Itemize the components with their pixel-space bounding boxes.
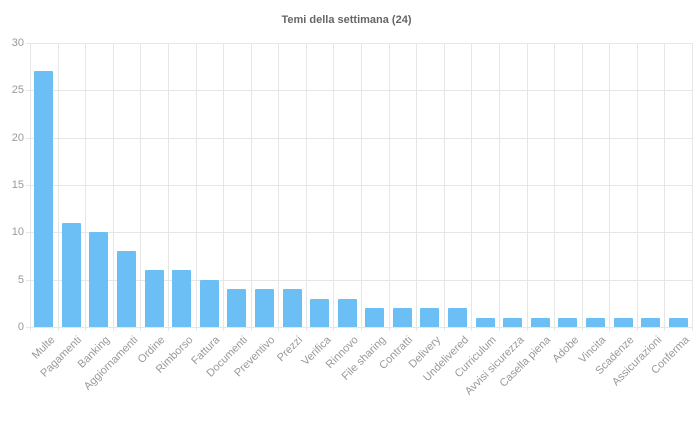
bar-multe: [34, 71, 53, 327]
bar-avvisi-sicurezza: [503, 318, 522, 327]
gridline-vertical: [554, 43, 555, 331]
gridline-vertical: [223, 43, 224, 331]
bar-ordine: [145, 270, 164, 327]
gridline-vertical: [361, 43, 362, 331]
gridline-vertical: [582, 43, 583, 331]
bar-conferma: [669, 318, 688, 327]
bar-file-sharing: [365, 308, 384, 327]
gridline-horizontal: [26, 43, 692, 44]
bar-fattura: [200, 280, 219, 327]
gridline-vertical: [471, 43, 472, 331]
gridline-vertical: [499, 43, 500, 331]
x-axis-tick-label: Adobe: [550, 334, 582, 365]
y-axis-tick-label: 5: [17, 274, 24, 286]
bar-delivery: [420, 308, 439, 327]
gridline-vertical: [664, 43, 665, 331]
gridline-horizontal: [26, 90, 692, 91]
gridline-vertical: [196, 43, 197, 331]
bar-pagamenti: [62, 223, 81, 327]
bar-undelivered: [448, 308, 467, 327]
gridline-vertical: [168, 43, 169, 331]
bar-casella-piena: [531, 318, 550, 327]
bar-vincita: [586, 318, 605, 327]
gridline-horizontal: [26, 232, 692, 233]
y-axis-tick-label: 30: [11, 37, 24, 49]
gridline-horizontal: [26, 327, 692, 328]
bar-rinnovo: [338, 299, 357, 327]
bar-curriculum: [476, 318, 495, 327]
bar-adobe: [558, 318, 577, 327]
chart-title: Temi della settimana (24): [281, 14, 412, 26]
bar-assicurazioni: [641, 318, 660, 327]
y-axis-tick-label: 25: [11, 84, 24, 96]
bar-prezzi: [283, 289, 302, 327]
bar-documenti: [227, 289, 246, 327]
gridline-vertical: [389, 43, 390, 331]
bar-aggiornamenti: [117, 251, 136, 327]
gridline-horizontal: [26, 280, 692, 281]
y-axis-tick-label: 15: [11, 179, 24, 191]
gridline-vertical: [251, 43, 252, 331]
gridline-vertical: [306, 43, 307, 331]
gridline-vertical: [30, 43, 31, 331]
gridline-vertical: [444, 43, 445, 331]
gridline-vertical: [333, 43, 334, 331]
y-axis-tick-label: 0: [17, 321, 24, 333]
bar-rimborso: [172, 270, 191, 327]
gridline-vertical: [527, 43, 528, 331]
gridline-vertical: [637, 43, 638, 331]
gridline-vertical: [113, 43, 114, 331]
gridline-horizontal: [26, 138, 692, 139]
bar-verifica: [310, 299, 329, 327]
y-axis-tick-label: 20: [11, 132, 24, 144]
gridline-vertical: [609, 43, 610, 331]
bar-preventivo: [255, 289, 274, 327]
y-axis-tick-label: 10: [11, 226, 24, 238]
gridline-vertical: [58, 43, 59, 331]
bar-scadenze: [614, 318, 633, 327]
gridline-vertical: [85, 43, 86, 331]
plot-area: [26, 43, 693, 331]
gridline-vertical: [416, 43, 417, 331]
gridline-horizontal: [26, 185, 692, 186]
gridline-vertical: [140, 43, 141, 331]
gridline-vertical: [278, 43, 279, 331]
bar-contratti: [393, 308, 412, 327]
bar-banking: [89, 232, 108, 327]
